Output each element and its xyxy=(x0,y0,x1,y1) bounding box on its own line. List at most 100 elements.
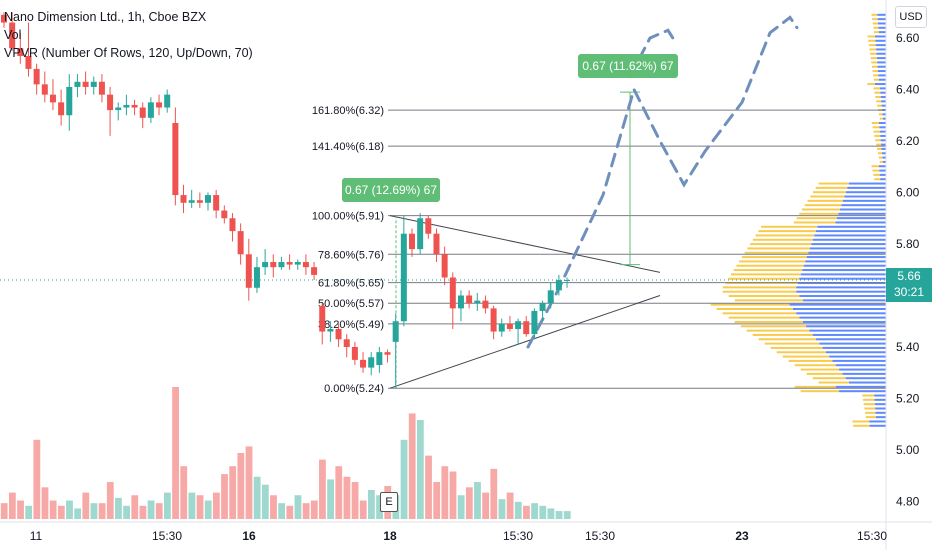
volume-bar xyxy=(245,446,253,519)
profile-row-down xyxy=(873,87,880,90)
candle-body xyxy=(327,328,334,332)
earnings-badge[interactable]: E xyxy=(380,492,398,512)
profile-row-down xyxy=(874,134,881,137)
profile-row-down xyxy=(728,277,800,280)
profile-row-up xyxy=(814,234,886,237)
volume-bar xyxy=(555,511,563,519)
profile-row-down xyxy=(874,178,881,181)
volume-bar xyxy=(523,505,530,519)
volume-bar xyxy=(164,492,171,519)
volume-bar xyxy=(261,484,269,519)
volume-bar xyxy=(498,499,506,519)
profile-row-up xyxy=(848,381,886,384)
profile-row-down xyxy=(863,403,875,406)
profile-row-down xyxy=(871,65,878,68)
time-tick-label: 18 xyxy=(383,529,397,543)
profile-row-down xyxy=(818,381,849,384)
candle-body xyxy=(74,81,81,87)
candle-body xyxy=(82,81,89,87)
measure-label-1[interactable]: 0.67 (12.69%) 67 xyxy=(342,178,440,202)
candle-body xyxy=(221,210,228,219)
symbol-title[interactable]: Nano Dimension Ltd., 1h, Cboe BZX xyxy=(4,10,207,24)
profile-row-down xyxy=(864,407,876,410)
profile-row-up xyxy=(876,57,886,60)
profile-row-up xyxy=(878,121,886,124)
profile-row-down xyxy=(853,424,870,427)
volume-bar xyxy=(416,420,424,519)
volume-bar xyxy=(204,500,212,519)
measure-label-2[interactable]: 0.67 (11.62%) 67 xyxy=(578,54,678,78)
profile-row-down xyxy=(761,225,818,228)
time-tick-label: 15:30 xyxy=(857,529,887,543)
profile-row-up xyxy=(817,225,886,228)
profile-row-down xyxy=(800,368,840,371)
profile-row-up xyxy=(839,390,886,393)
candle-body xyxy=(409,233,415,250)
candle-body xyxy=(90,81,97,87)
profile-row-up xyxy=(882,156,886,159)
profile-row-up xyxy=(792,307,886,310)
profile-row-up xyxy=(822,346,886,349)
volume-bar xyxy=(57,505,65,519)
time-axis[interactable]: 11 15:30 16 18 15:30 15:30 23 15:30 xyxy=(0,521,932,543)
fib-level-label: 141.40%(6.18) xyxy=(312,141,384,153)
volume-bar xyxy=(482,492,490,519)
candle-body xyxy=(278,262,285,268)
candle-body xyxy=(115,107,122,111)
candle-body xyxy=(539,303,546,311)
profile-row-up xyxy=(880,134,886,137)
profile-row-up xyxy=(808,251,886,254)
bar-countdown: 30:21 xyxy=(893,285,925,299)
volume-bar xyxy=(90,503,98,519)
profile-row-down xyxy=(770,346,823,349)
volume-bar xyxy=(131,495,139,519)
volume-bar xyxy=(278,503,286,519)
volume-bar xyxy=(474,482,481,519)
profile-row-down xyxy=(872,70,878,73)
volume-bar xyxy=(8,492,16,519)
chart-legend: Nano Dimension Ltd., 1h, Cboe BZX Vol VP… xyxy=(4,8,253,62)
profile-row-up xyxy=(812,238,886,241)
profile-row-down xyxy=(740,325,807,328)
profile-row-up xyxy=(882,117,886,120)
profile-row-down xyxy=(876,143,882,146)
candle-body xyxy=(156,102,163,108)
candle-body xyxy=(457,295,464,309)
triangle-lower-line xyxy=(389,295,661,389)
candle-body xyxy=(319,305,326,332)
volume-study-label[interactable]: Vol xyxy=(4,28,22,42)
candle-body xyxy=(417,218,424,250)
profile-row-down xyxy=(873,78,879,81)
profile-row-up xyxy=(879,169,886,172)
drawings[interactable]: 161.80%(6.32) 141.40%(6.18) 100.00%(5.91) 7… xyxy=(0,15,886,395)
currency-button[interactable]: USD xyxy=(895,6,927,28)
candle-body xyxy=(555,280,562,291)
fib-level-label: 0.00%(5.24) xyxy=(324,383,384,395)
volume-bar xyxy=(82,492,90,519)
profile-row-up xyxy=(802,299,886,302)
time-tick-label: 15:30 xyxy=(152,529,182,543)
volume-bar xyxy=(253,476,261,519)
candlesticks xyxy=(1,12,571,389)
profile-row-up xyxy=(878,78,886,81)
volume-bar xyxy=(302,503,310,519)
candle-body xyxy=(1,14,7,23)
volume-bar xyxy=(433,482,441,519)
profile-row-up xyxy=(789,303,886,306)
volume-bar xyxy=(490,468,498,519)
profile-row-up xyxy=(809,329,886,332)
profile-row-down xyxy=(800,390,840,393)
profile-row-down xyxy=(746,329,810,332)
profile-row-down xyxy=(871,121,879,124)
profile-row-up xyxy=(875,44,886,47)
profile-row-up xyxy=(875,39,886,42)
profile-row-up xyxy=(811,243,886,246)
vpvr-study-label[interactable]: VPVR (Number Of Rows, 120, Up/Down, 70) xyxy=(4,46,253,60)
profile-row-up xyxy=(869,424,886,427)
candle-body xyxy=(188,200,195,203)
profile-row-down xyxy=(728,295,800,298)
price-tick-label: 5.00 xyxy=(896,443,920,457)
time-tick-label: 16 xyxy=(242,529,256,543)
candle-body xyxy=(376,352,383,366)
